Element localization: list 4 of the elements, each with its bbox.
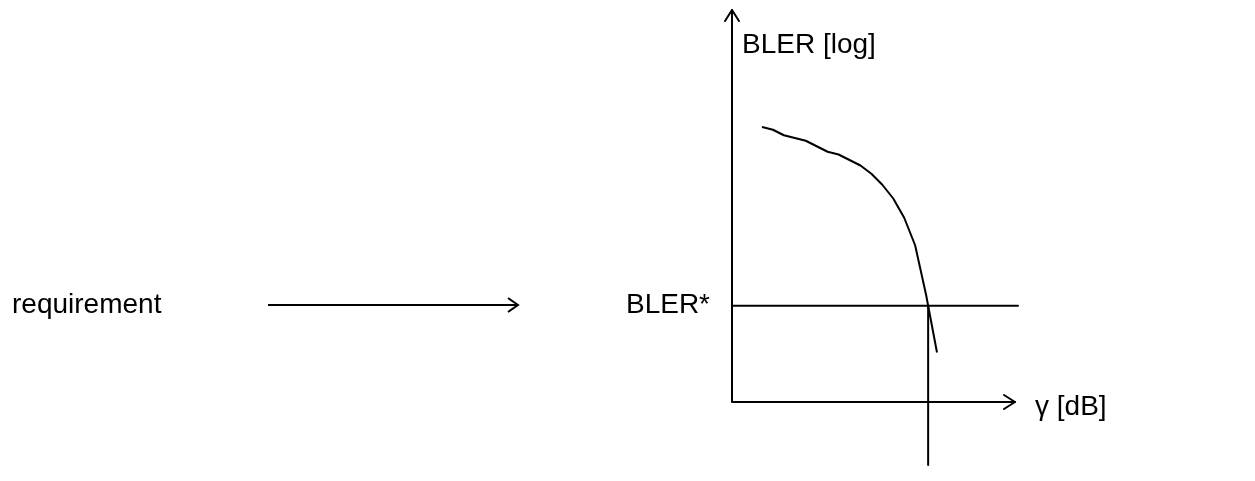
x-axis-title: γ [dB]	[1035, 389, 1107, 421]
text: requirement	[12, 288, 162, 320]
ref-line-label: BLER*	[625, 288, 711, 320]
y-axis-title: BLER [log]	[742, 27, 876, 59]
